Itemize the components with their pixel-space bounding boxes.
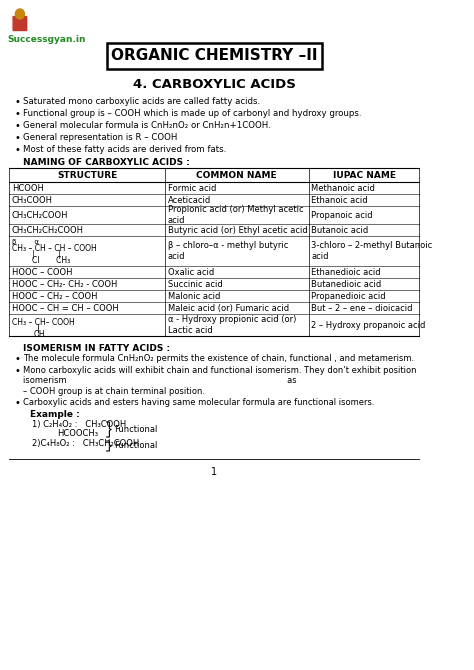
Text: 3-chloro – 2-methyl Butanoic
acid: 3-chloro – 2-methyl Butanoic acid [311, 241, 433, 261]
Text: OH: OH [34, 330, 45, 339]
Text: Butyric acid (or) Ethyl acetic acid: Butyric acid (or) Ethyl acetic acid [168, 226, 308, 234]
Text: •: • [15, 133, 20, 143]
Text: Propanoic acid: Propanoic acid [311, 210, 373, 220]
Circle shape [15, 9, 24, 19]
Text: |          |: | | [32, 250, 61, 259]
Text: Example :: Example : [30, 410, 80, 419]
FancyBboxPatch shape [107, 43, 322, 69]
Text: Functional: Functional [114, 442, 157, 450]
Text: Oxalic acid: Oxalic acid [168, 267, 214, 277]
Text: Functional: Functional [114, 425, 157, 434]
Text: ISOMERISM IN FATTY ACIDS :: ISOMERISM IN FATTY ACIDS : [23, 344, 170, 353]
Text: General molecular formula is CnH₂nO₂ or CnH₂n+1COOH.: General molecular formula is CnH₂nO₂ or … [23, 121, 270, 130]
Text: CH₃COOH: CH₃COOH [12, 196, 53, 204]
Text: NAMING OF CARBOXYLIC ACIDS :: NAMING OF CARBOXYLIC ACIDS : [23, 158, 190, 167]
Text: Methanoic acid: Methanoic acid [311, 184, 375, 192]
Text: HOOC – CH₂- CH₂ - COOH: HOOC – CH₂- CH₂ - COOH [12, 279, 117, 289]
Text: |: | [37, 324, 40, 333]
Text: General representation is R – COOH: General representation is R – COOH [23, 133, 177, 142]
Text: HCOOH: HCOOH [12, 184, 44, 192]
Text: Carboxylic acids and esters having same molecular formula are functional isomers: Carboxylic acids and esters having same … [23, 398, 374, 407]
Text: •: • [15, 97, 20, 107]
Text: Ethanedioic acid: Ethanedioic acid [311, 267, 381, 277]
Text: Successgyan.in: Successgyan.in [7, 35, 86, 44]
FancyBboxPatch shape [13, 17, 27, 31]
Text: Succinic acid: Succinic acid [168, 279, 222, 289]
Text: 2 – Hydroxy propanoic acid: 2 – Hydroxy propanoic acid [311, 320, 426, 330]
Text: Malonic acid: Malonic acid [168, 291, 220, 301]
Text: HOOC – CH = CH – COOH: HOOC – CH = CH – COOH [12, 304, 118, 312]
Text: Maleic acid (or) Fumaric acid: Maleic acid (or) Fumaric acid [168, 304, 289, 312]
Text: Formic acid: Formic acid [168, 184, 216, 192]
Text: •: • [15, 398, 20, 408]
Text: The molecule formula CnH₂nO₂ permits the existence of chain, functional , and me: The molecule formula CnH₂nO₂ permits the… [23, 354, 414, 363]
Text: •: • [15, 366, 20, 376]
Text: Ethanoic acid: Ethanoic acid [311, 196, 368, 204]
Text: STRUCTURE: STRUCTURE [57, 170, 117, 180]
Text: •: • [15, 121, 20, 131]
Text: HOOC – COOH: HOOC – COOH [12, 267, 72, 277]
Text: •: • [15, 145, 20, 155]
Text: IUPAC NAME: IUPAC NAME [333, 170, 395, 180]
Text: β        α: β α [12, 239, 39, 245]
Text: But – 2 – ene – dioicacid: But – 2 – ene – dioicacid [311, 304, 413, 312]
Text: Saturated mono carboxylic acids are called fatty acids.: Saturated mono carboxylic acids are call… [23, 97, 260, 106]
Text: CH₃CH₂CH₂COOH: CH₃CH₂CH₂COOH [12, 226, 84, 234]
Text: CH₃CH₂COOH: CH₃CH₂COOH [12, 210, 68, 220]
Text: Butanoic acid: Butanoic acid [311, 226, 369, 234]
Text: Most of these fatty acids are derived from fats.: Most of these fatty acids are derived fr… [23, 145, 226, 154]
Text: COMMON NAME: COMMON NAME [197, 170, 277, 180]
Text: 2)C₄H₈O₂ :   CH₃CH₂COOH: 2)C₄H₈O₂ : CH₃CH₂COOH [32, 439, 139, 448]
Text: Cl       CH₃: Cl CH₃ [32, 256, 70, 265]
Text: β – chloro–α - methyl butyric
acid: β – chloro–α - methyl butyric acid [168, 241, 288, 261]
Text: Propanedioic acid: Propanedioic acid [311, 291, 386, 301]
Text: α - Hydroxy propionic acid (or)
Lactic acid: α - Hydroxy propionic acid (or) Lactic a… [168, 316, 296, 335]
Text: HCOOCH₃: HCOOCH₃ [57, 429, 98, 438]
Text: 1: 1 [211, 467, 217, 477]
Text: Propionic acid (or) Methyl acetic
acid: Propionic acid (or) Methyl acetic acid [168, 205, 303, 224]
Text: Functional group is – COOH which is made up of carbonyl and hydroxy groups.: Functional group is – COOH which is made… [23, 109, 361, 118]
Text: ORGANIC CHEMISTRY –II: ORGANIC CHEMISTRY –II [111, 48, 318, 62]
Text: •: • [15, 109, 20, 119]
Text: Butanedioic acid: Butanedioic acid [311, 279, 382, 289]
Text: 1) C₂H₄O₂ :   CH₃COOH: 1) C₂H₄O₂ : CH₃COOH [32, 420, 126, 429]
Text: Mono carboxylic acids will exhibit chain and functional isomerism. They don’t ex: Mono carboxylic acids will exhibit chain… [23, 366, 416, 396]
Text: HOOC – CH₂ – COOH: HOOC – CH₂ – COOH [12, 291, 97, 301]
Text: CH₃ – CH – CH – COOH: CH₃ – CH – CH – COOH [12, 244, 97, 253]
Text: 4. CARBOXYLIC ACIDS: 4. CARBOXYLIC ACIDS [133, 78, 296, 91]
Text: CH₃ – CH– COOH: CH₃ – CH– COOH [12, 318, 74, 327]
Text: •: • [15, 354, 20, 364]
Text: Aceticacid: Aceticacid [168, 196, 211, 204]
